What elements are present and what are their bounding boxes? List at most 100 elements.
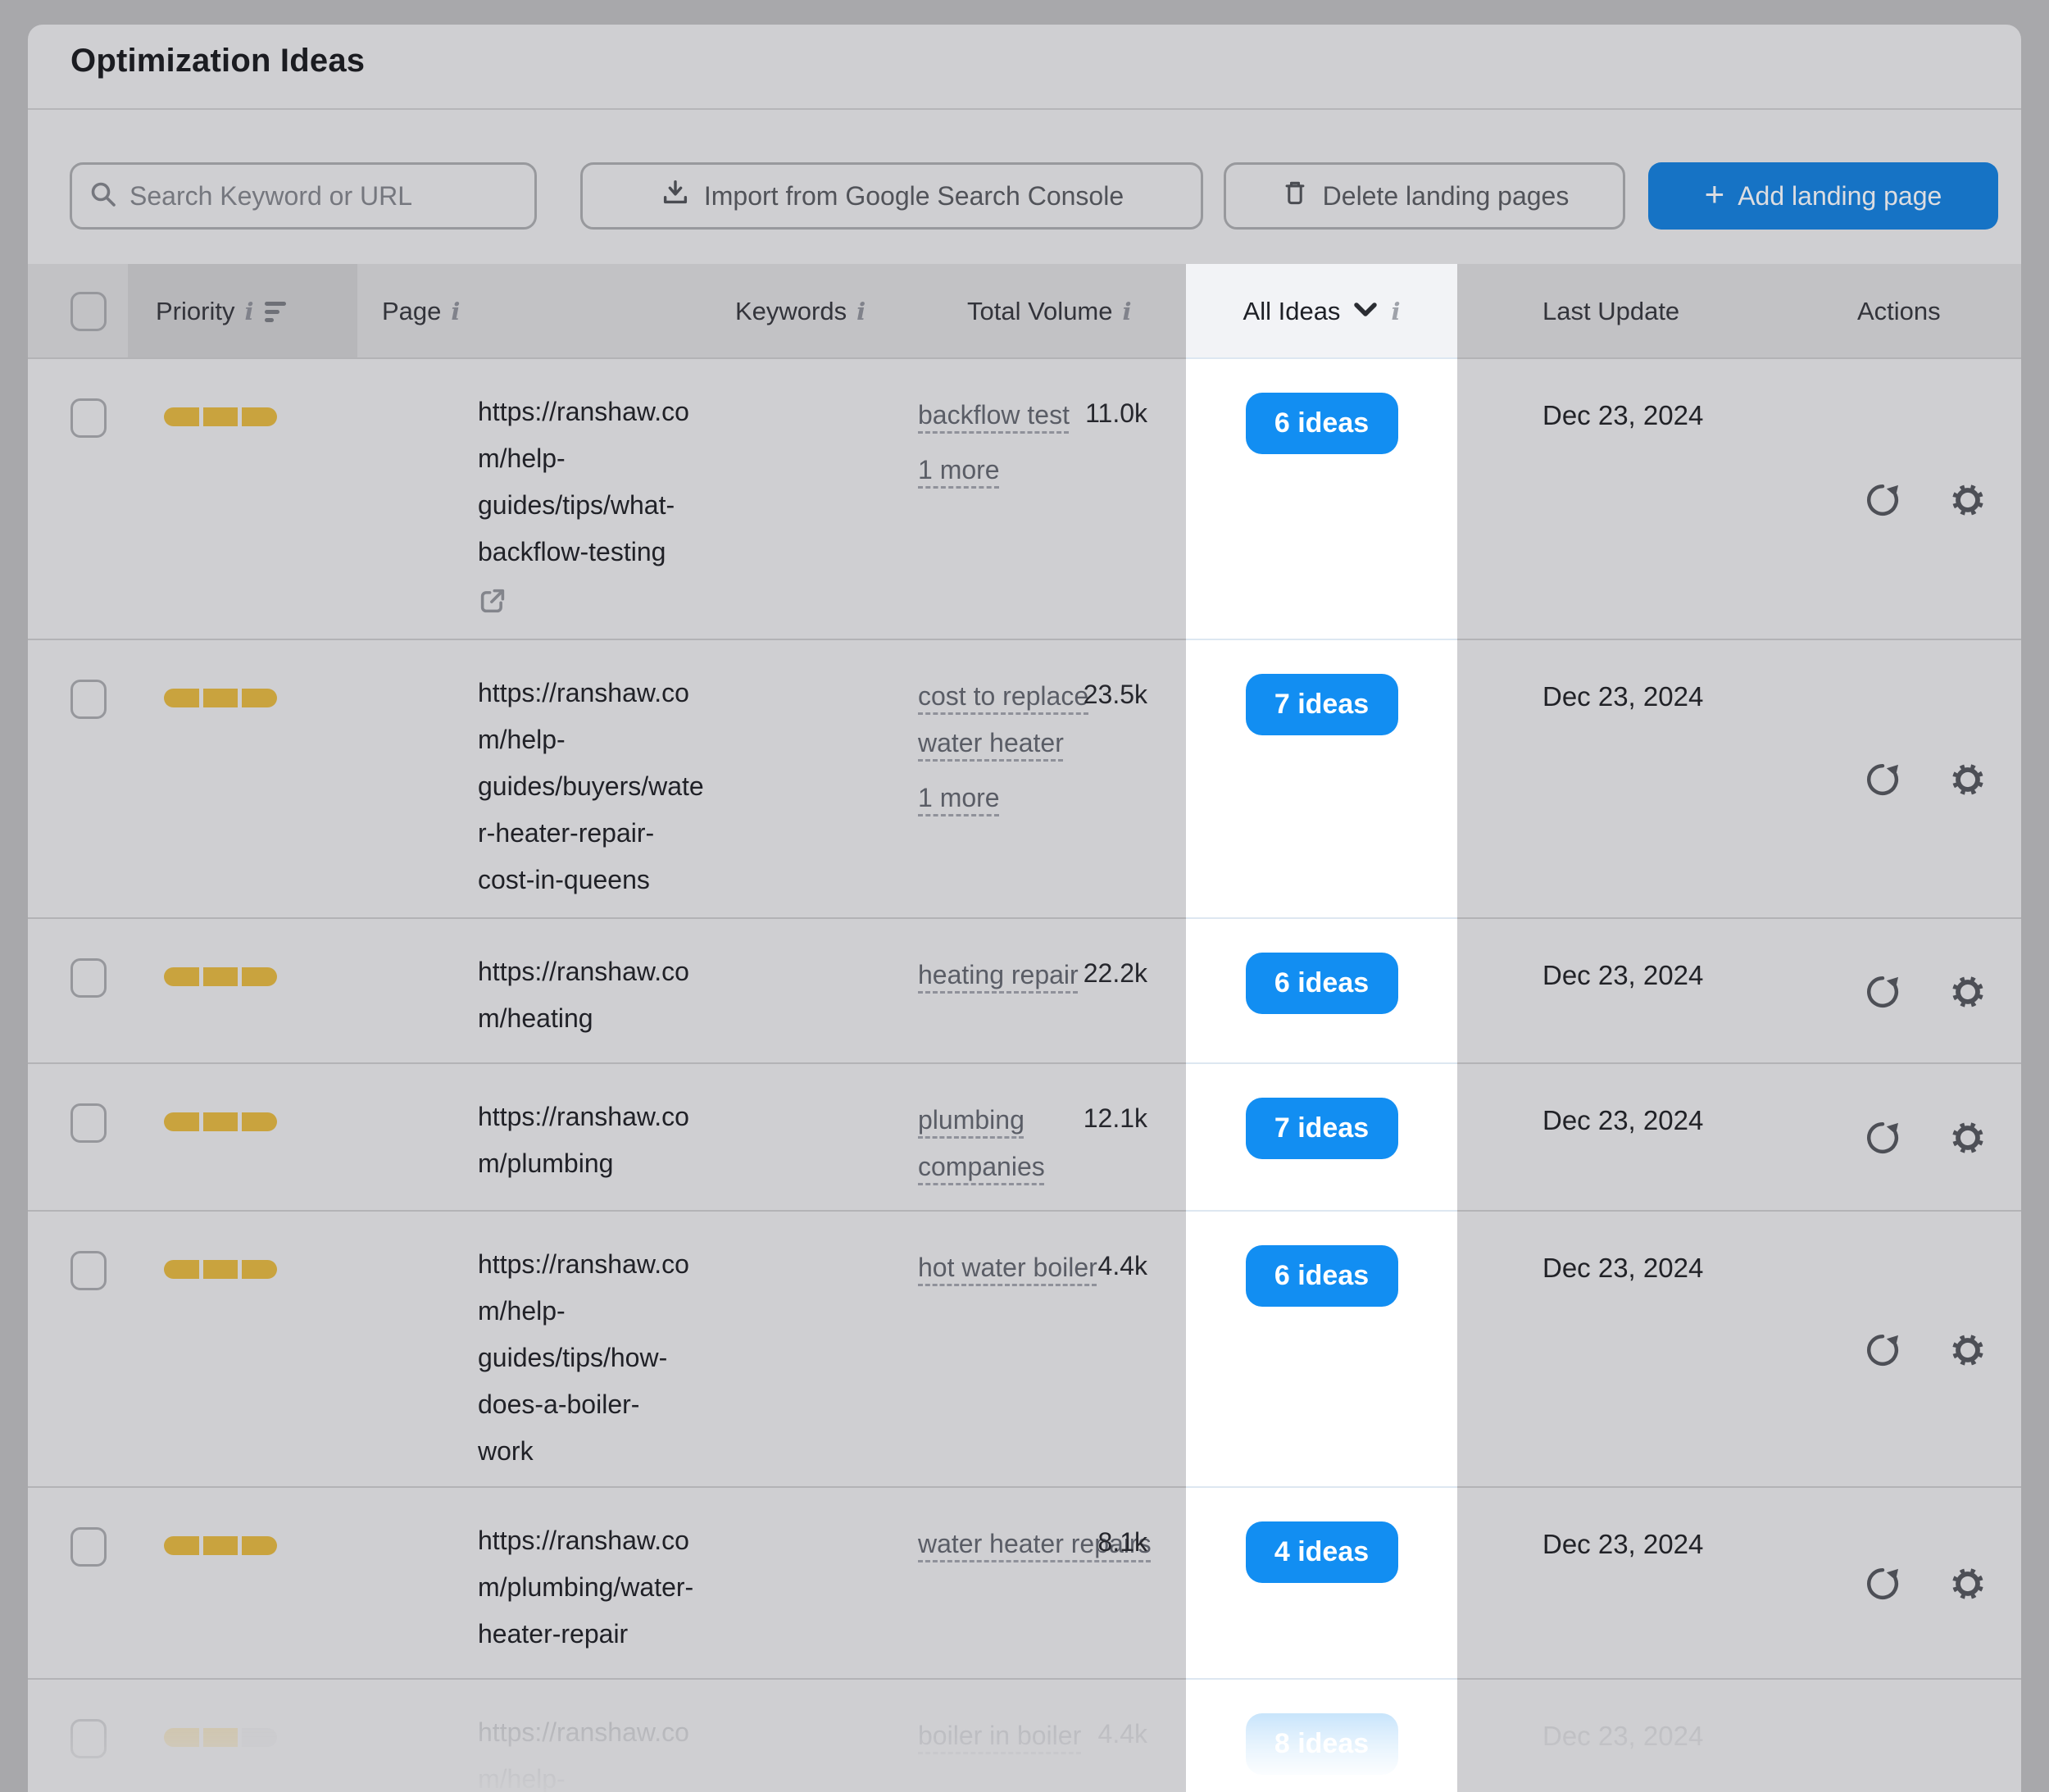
- priority-indicator: [164, 1112, 278, 1131]
- keyword-link[interactable]: hot water boiler: [918, 1244, 1097, 1291]
- row-separator-highlighted: [1186, 357, 1457, 359]
- column-header-total-volume[interactable]: Total Volume i: [967, 264, 1132, 359]
- delete-landing-pages-button[interactable]: Delete landing pages: [1224, 162, 1625, 230]
- column-header-page[interactable]: Page i: [382, 264, 460, 359]
- keyword-line: boiler in boiler: [918, 1721, 1082, 1750]
- keyword-line: water heater repairs: [918, 1529, 1152, 1558]
- row-separator: [28, 357, 2021, 359]
- page-url: https://ranshaw.co m/help-: [478, 1709, 855, 1792]
- row-checkbox[interactable]: [70, 1251, 107, 1290]
- table-body: https://ranshaw.co m/help-guides/tips/wha…: [28, 359, 2021, 1792]
- ideas-button[interactable]: 8 ideas: [1245, 1713, 1398, 1775]
- search-input[interactable]: [129, 180, 518, 211]
- select-all-checkbox[interactable]: [70, 292, 107, 331]
- priority-segment: [202, 407, 239, 426]
- keywords-cell: water heater repairs: [918, 1521, 1221, 1567]
- download-icon: [660, 177, 691, 215]
- ideas-cell: 8 ideas: [1186, 1713, 1457, 1775]
- refresh-button[interactable]: [1864, 1119, 1901, 1157]
- ideas-cell: 6 ideas: [1186, 953, 1457, 1014]
- keyword-link[interactable]: cost to replace water heater: [918, 673, 1088, 766]
- page-url: https://ranshaw.co m/help-guides/tips/wha…: [478, 389, 855, 630]
- table-row: https://ranshaw.co m/plumbing plumbing comp…: [28, 1064, 2021, 1212]
- ideas-button[interactable]: 6 ideas: [1245, 393, 1398, 454]
- priority-segment: [242, 967, 278, 986]
- info-icon[interactable]: i: [1391, 297, 1401, 325]
- refresh-button[interactable]: [1864, 973, 1901, 1011]
- keyword-link[interactable]: heating repair: [918, 952, 1079, 998]
- refresh-button[interactable]: [1864, 1565, 1901, 1603]
- row-separator-highlighted: [1186, 1486, 1457, 1488]
- page-url-line: r-heater-repair-: [478, 818, 655, 848]
- page-url-line: https://ranshaw.co: [478, 1526, 689, 1555]
- info-icon[interactable]: i: [856, 297, 866, 325]
- column-header-all-ideas[interactable]: All Ideas i: [1186, 264, 1457, 359]
- page-url-line: https://ranshaw.co: [478, 1102, 689, 1131]
- settings-gear-button[interactable]: [1949, 481, 1987, 519]
- keyword-line: companies: [918, 1152, 1045, 1181]
- actions-header-label: Actions: [1857, 297, 1941, 325]
- keyword-link[interactable]: water heater repairs: [918, 1521, 1152, 1567]
- more-keywords-link[interactable]: 1 more: [918, 455, 1000, 484]
- priority-sorted-cell: [128, 264, 357, 359]
- ideas-button[interactable]: 7 ideas: [1245, 1098, 1398, 1159]
- priority-segment: [164, 407, 199, 426]
- ideas-button[interactable]: 4 ideas: [1245, 1521, 1398, 1583]
- priority-segment: [164, 1260, 199, 1279]
- refresh-button[interactable]: [1864, 761, 1901, 798]
- row-checkbox[interactable]: [70, 1719, 107, 1758]
- settings-gear-button[interactable]: [1949, 1331, 1987, 1369]
- row-checkbox[interactable]: [70, 398, 107, 438]
- keyword-link[interactable]: backflow test: [918, 392, 1070, 439]
- trash-icon: [1280, 178, 1310, 214]
- delete-landing-pages-label: Delete landing pages: [1322, 180, 1570, 211]
- row-checkbox[interactable]: [70, 958, 107, 998]
- total-volume-value: 23.5k: [1083, 680, 1147, 709]
- column-header-priority[interactable]: Priority i: [156, 264, 287, 359]
- keyword-link[interactable]: plumbing companies: [918, 1097, 1045, 1190]
- settings-gear-button[interactable]: [1949, 761, 1987, 798]
- row-checkbox[interactable]: [70, 680, 107, 719]
- ideas-button[interactable]: 6 ideas: [1245, 953, 1398, 1014]
- priority-segment: [202, 1728, 239, 1747]
- all-ideas-header-label: All Ideas: [1243, 297, 1341, 325]
- keywords-cell: backflow test 1 more: [918, 392, 1221, 493]
- total-volume-value: 12.1k: [1083, 1103, 1147, 1133]
- add-landing-page-button[interactable]: + Add landing page: [1648, 162, 1998, 230]
- refresh-button[interactable]: [1864, 481, 1901, 519]
- settings-gear-button[interactable]: [1949, 1119, 1987, 1157]
- info-icon[interactable]: i: [451, 297, 461, 325]
- column-header-actions: Actions: [1857, 264, 1941, 359]
- search-field[interactable]: [70, 162, 537, 230]
- settings-gear-button[interactable]: [1949, 1565, 1987, 1603]
- info-icon[interactable]: i: [244, 297, 254, 325]
- ideas-button[interactable]: 6 ideas: [1245, 1245, 1398, 1307]
- search-icon: [89, 180, 118, 213]
- page-title: Optimization Ideas: [70, 43, 366, 79]
- keywords-cell: cost to replace water heater 1 more: [918, 673, 1221, 821]
- table-header: Priority i Page i Keywords i Total Volum…: [28, 264, 2021, 359]
- info-icon[interactable]: i: [1122, 297, 1132, 325]
- last-update-value: Dec 23, 2024: [1542, 1253, 1704, 1283]
- settings-gear-button[interactable]: [1949, 973, 1987, 1011]
- row-checkbox[interactable]: [70, 1527, 107, 1567]
- page-url: https://ranshaw.co m/plumbing/water-heate…: [478, 1517, 855, 1658]
- refresh-button[interactable]: [1864, 1331, 1901, 1369]
- page-url-line: backflow-testing: [478, 537, 666, 566]
- ideas-button[interactable]: 7 ideas: [1245, 674, 1398, 735]
- title-divider: [28, 108, 2021, 110]
- table-row: https://ranshaw.co m/help-guides/tips/how…: [28, 1212, 2021, 1488]
- priority-segment: [242, 689, 278, 707]
- page-url: https://ranshaw.co m/heating: [478, 948, 855, 1042]
- sort-descending-icon[interactable]: [265, 301, 287, 322]
- external-link-icon[interactable]: [478, 584, 855, 630]
- row-separator: [28, 1062, 2021, 1064]
- import-gsc-button[interactable]: Import from Google Search Console: [580, 162, 1203, 230]
- page-url-line: work: [478, 1436, 534, 1466]
- page-url-line: https://ranshaw.co: [478, 678, 689, 707]
- keyword-line: cost to replace: [918, 681, 1089, 711]
- more-keywords-link[interactable]: 1 more: [918, 783, 1000, 812]
- row-checkbox[interactable]: [70, 1103, 107, 1143]
- keyword-link[interactable]: boiler in boiler: [918, 1712, 1081, 1759]
- column-header-keywords[interactable]: Keywords i: [735, 264, 865, 359]
